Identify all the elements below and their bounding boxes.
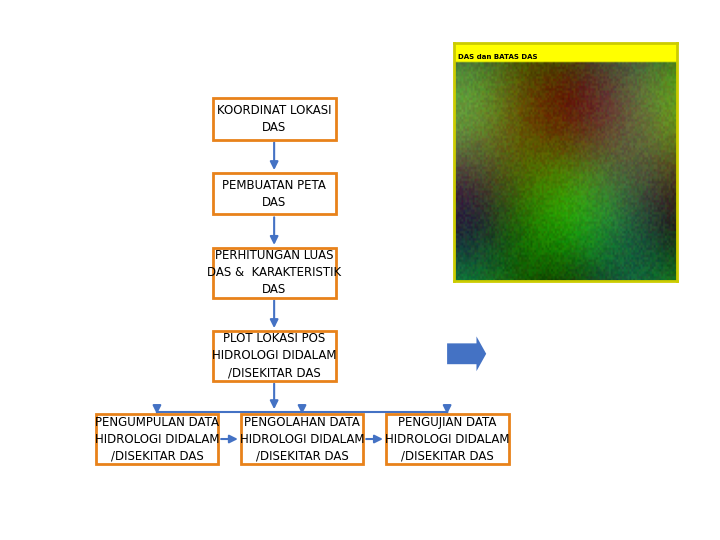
Text: PENGUJIAN DATA
HIDROLOGI DIDALAM
/DISEKITAR DAS: PENGUJIAN DATA HIDROLOGI DIDALAM /DISEKI… — [385, 415, 509, 463]
Text: PERHITUNGAN LUAS
DAS &  KARAKTERISTIK
DAS: PERHITUNGAN LUAS DAS & KARAKTERISTIK DAS — [207, 249, 341, 296]
Text: PLOT LOKASI POS
HIDROLOGI DIDALAM
/DISEKITAR DAS: PLOT LOKASI POS HIDROLOGI DIDALAM /DISEK… — [212, 332, 336, 380]
Text: PEMBUATAN PETA
DAS: PEMBUATAN PETA DAS — [222, 179, 326, 208]
Text: PENGOLAHAN DATA
HIDROLOGI DIDALAM
/DISEKITAR DAS: PENGOLAHAN DATA HIDROLOGI DIDALAM /DISEK… — [240, 415, 364, 463]
Text: DAS dan BATAS DAS: DAS dan BATAS DAS — [458, 54, 538, 60]
Text: KOORDINAT LOKASI
DAS: KOORDINAT LOKASI DAS — [217, 104, 331, 134]
FancyBboxPatch shape — [96, 414, 218, 464]
FancyBboxPatch shape — [240, 414, 364, 464]
FancyBboxPatch shape — [213, 173, 336, 214]
FancyBboxPatch shape — [213, 98, 336, 140]
FancyBboxPatch shape — [213, 331, 336, 381]
FancyBboxPatch shape — [213, 248, 336, 298]
FancyBboxPatch shape — [386, 414, 508, 464]
Text: PENGUMPULAN DATA
HIDROLOGI DIDALAM
/DISEKITAR DAS: PENGUMPULAN DATA HIDROLOGI DIDALAM /DISE… — [95, 415, 219, 463]
